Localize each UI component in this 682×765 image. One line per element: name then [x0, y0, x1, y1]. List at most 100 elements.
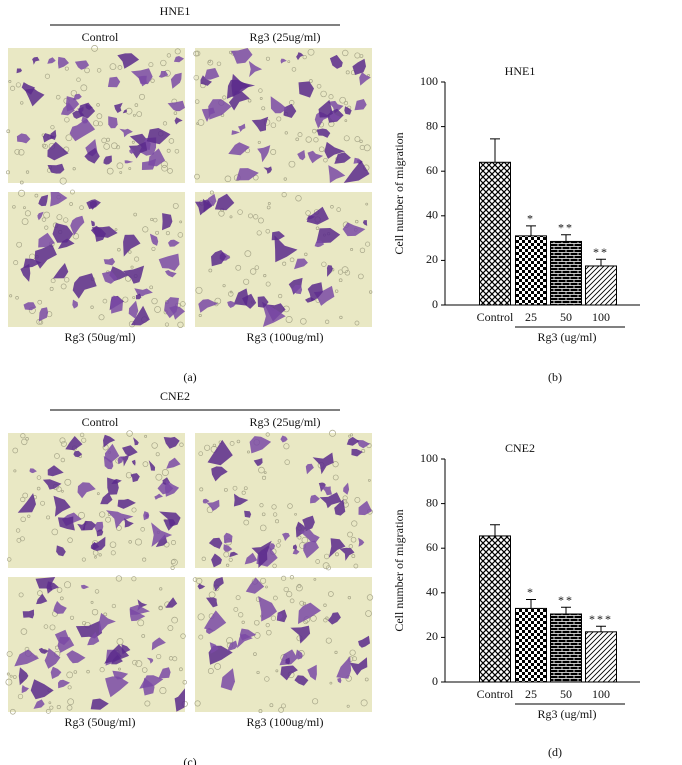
stained-cell	[165, 270, 177, 278]
pore	[99, 667, 105, 673]
pore	[116, 162, 124, 170]
panel-label: (a)	[183, 370, 196, 384]
pore	[148, 62, 154, 68]
panel-label: (c)	[183, 755, 196, 765]
pore	[94, 555, 97, 559]
pore	[265, 623, 270, 628]
stained-cell	[202, 498, 210, 504]
stained-cell	[319, 492, 342, 509]
stained-cell	[42, 133, 56, 143]
stained-cell	[244, 510, 252, 518]
pore	[168, 656, 174, 661]
pore	[307, 48, 315, 56]
pore	[43, 624, 49, 629]
stained-cell	[149, 233, 159, 246]
pore	[222, 95, 227, 100]
bar	[515, 235, 547, 306]
pore	[20, 516, 26, 522]
pore	[328, 94, 334, 100]
stained-cell	[141, 158, 157, 170]
pore	[295, 584, 303, 592]
stained-cell	[119, 128, 133, 138]
pore	[301, 536, 309, 544]
stained-cell	[33, 699, 45, 709]
stained-cell	[211, 466, 228, 482]
pore	[313, 137, 319, 143]
stained-cell	[343, 160, 370, 183]
stained-cell	[328, 165, 346, 183]
pore	[131, 507, 137, 513]
stained-cell	[231, 130, 240, 135]
pore	[339, 96, 347, 104]
pore	[334, 289, 339, 293]
stained-cell	[128, 300, 139, 319]
stained-cell	[174, 117, 183, 125]
pore	[44, 225, 49, 230]
pore	[297, 583, 302, 588]
image-label: Rg3 (100ug/ml)	[247, 330, 324, 344]
pore	[350, 248, 354, 252]
pore	[287, 60, 291, 64]
stained-cell	[204, 610, 227, 632]
stained-cell	[280, 435, 288, 443]
stained-cell	[211, 553, 222, 568]
stained-cell	[123, 265, 145, 284]
stained-cell	[37, 211, 44, 221]
stained-cell	[303, 540, 319, 559]
pore	[72, 233, 80, 240]
pore	[360, 699, 368, 707]
pore	[295, 137, 299, 142]
stained-cell	[316, 228, 341, 244]
pore	[20, 496, 26, 503]
image-label: Control	[82, 415, 119, 429]
error-bar	[596, 625, 606, 632]
error-bar	[596, 258, 606, 266]
stained-cell	[233, 493, 249, 507]
pore	[18, 189, 26, 197]
pore	[228, 557, 233, 562]
stained-cell	[337, 677, 342, 684]
pore	[198, 451, 203, 456]
stained-cell	[298, 81, 314, 98]
pore	[156, 653, 162, 660]
stained-cell	[30, 679, 54, 700]
stained-cell	[103, 434, 116, 448]
pore	[142, 557, 147, 562]
pore	[142, 226, 149, 233]
pore	[171, 616, 178, 624]
pore	[15, 295, 19, 300]
pore	[114, 228, 118, 232]
stained-cell	[168, 239, 180, 247]
micrograph	[8, 189, 186, 328]
pore	[134, 103, 139, 107]
pore	[266, 629, 272, 636]
y-tick-label: 40	[426, 208, 438, 222]
pore	[201, 556, 206, 562]
pore	[27, 514, 31, 518]
stained-cell	[57, 637, 75, 653]
pore	[19, 180, 24, 185]
stained-cell	[99, 612, 116, 634]
pore	[265, 585, 268, 589]
stained-cell	[122, 445, 138, 457]
stained-cell	[124, 518, 134, 528]
micrograph	[5, 575, 188, 715]
stained-cell	[117, 53, 140, 69]
pore	[256, 670, 260, 675]
group-label: Rg3 (ug/ml)	[538, 330, 597, 344]
pore	[287, 503, 293, 509]
pore	[34, 193, 39, 198]
pore	[48, 701, 52, 705]
pore	[23, 206, 26, 210]
pore	[67, 698, 75, 706]
pore	[267, 202, 271, 205]
pore	[159, 687, 167, 695]
pore	[21, 438, 28, 446]
pore	[209, 190, 214, 195]
pore	[329, 429, 337, 437]
stained-cell	[32, 56, 40, 65]
stained-cell	[170, 72, 182, 89]
stained-cell	[163, 436, 180, 449]
stained-cell	[131, 305, 150, 326]
stained-cell	[38, 232, 55, 248]
